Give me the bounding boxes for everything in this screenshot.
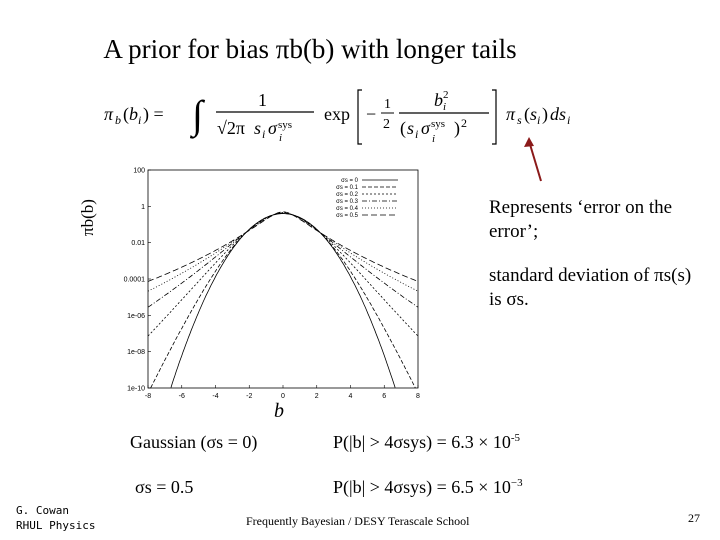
svg-text:2: 2 <box>383 117 390 132</box>
svg-text:) =: ) = <box>143 104 164 125</box>
x-tick-label: 4 <box>349 393 353 400</box>
svg-text:s: s <box>254 118 261 138</box>
svg-text:√2π: √2π <box>217 118 245 138</box>
x-tick-label: -4 <box>212 393 218 400</box>
author: G. Cowan RHUL Physics <box>16 503 95 533</box>
sigma-probability: P(|b| > 4σsys) = 6.5 × 10−3 <box>333 477 523 498</box>
svg-text:b: b <box>129 104 138 124</box>
prior-curve <box>170 213 396 388</box>
sigma-label: σs = 0.5 <box>135 477 194 497</box>
note-standard-deviation: standard deviation of πs(s) is σs. <box>489 265 692 310</box>
page-number: 27 <box>688 511 700 525</box>
y-tick-label: 1e-10 <box>127 386 145 393</box>
y-tick-label: 0.01 <box>131 240 145 247</box>
svg-text:i: i <box>443 101 446 113</box>
svg-text:b: b <box>115 113 121 127</box>
svg-text:sys: sys <box>278 119 292 131</box>
svg-text:σ: σ <box>421 118 431 138</box>
prior-plot: 100 1 0.01 0.0001 1e-06 1e-08 1e-10 -8 -6 -4 -2 0 2… <box>124 168 420 401</box>
y-axis-label: πb(b) <box>78 199 97 236</box>
svg-text:(: ( <box>524 104 530 125</box>
x-tick-label: -6 <box>179 393 185 400</box>
prior-curve <box>147 212 419 308</box>
x-axis-label: b <box>274 400 284 422</box>
gaussian-probability-exponent: -5 <box>510 432 521 444</box>
svg-text:b: b <box>434 90 443 110</box>
svg-text:i: i <box>537 113 540 127</box>
svg-text:2: 2 <box>461 116 467 130</box>
x-tick-label: 0 <box>281 393 285 400</box>
svg-text:π: π <box>104 104 114 124</box>
svg-text:π: π <box>506 104 516 124</box>
svg-text:): ) <box>454 118 460 139</box>
svg-text:i: i <box>415 127 418 141</box>
prior-curve <box>147 211 419 282</box>
legend-entry: σs = 0.3 <box>336 199 359 205</box>
svg-text:ds: ds <box>550 104 566 124</box>
x-tick-label: -8 <box>145 393 151 400</box>
legend-entry: σs = 0.4 <box>336 206 359 212</box>
prior-curve <box>147 211 419 292</box>
svg-text:s: s <box>407 118 414 138</box>
legend-entry: σs = 0.5 <box>336 213 359 219</box>
svg-text:s: s <box>530 104 537 124</box>
gaussian-probability-text: P(|b| > 4σsys) = 6.3 × 10 <box>333 432 511 452</box>
svg-text:): ) <box>542 104 548 125</box>
sigma-probability-exponent: −3 <box>510 477 523 489</box>
x-tick-label: 6 <box>382 393 386 400</box>
prior-formula: π b ( b i ) = ∫ 1 √2π s i σ sys i exp − … <box>104 89 570 145</box>
svg-text:exp: exp <box>324 104 350 124</box>
sigma-probability-text: P(|b| > 4σsys) = 6.5 × 10 <box>333 477 511 497</box>
y-tick-label: 1 <box>141 204 145 211</box>
svg-text:(: ( <box>400 118 406 139</box>
author-name: G. Cowan <box>16 504 69 517</box>
y-tick-label: 1e-06 <box>127 313 145 320</box>
prior-curve <box>147 212 419 337</box>
prior-curve <box>150 213 416 388</box>
y-tick-label: 0.0001 <box>124 277 146 284</box>
svg-text:i: i <box>567 113 570 127</box>
svg-text:(: ( <box>123 104 129 125</box>
note-error-on-error: Represents ‘error on the error’; <box>489 197 673 242</box>
legend-entry: σs = 0.2 <box>336 192 359 198</box>
slide-title: A prior for bias πb(b) with longer tails <box>103 34 517 64</box>
svg-text:sys: sys <box>431 118 445 130</box>
x-tick-label: 8 <box>416 393 420 400</box>
svg-text:∫: ∫ <box>189 92 206 139</box>
arrow-icon <box>524 137 542 182</box>
gaussian-probability: P(|b| > 4σsys) = 6.3 × 10-5 <box>333 432 520 453</box>
svg-text:i: i <box>279 132 282 144</box>
svg-text:σ: σ <box>268 118 278 138</box>
author-affiliation: RHUL Physics <box>16 519 96 532</box>
y-tick-label: 1e-08 <box>127 349 145 356</box>
svg-text:1: 1 <box>258 90 267 110</box>
svg-text:i: i <box>138 113 141 127</box>
x-tick-label: -2 <box>246 393 252 400</box>
y-tick-label: 100 <box>133 168 145 175</box>
svg-text:s: s <box>517 113 522 127</box>
x-tick-label: 2 <box>315 393 319 400</box>
svg-text:i: i <box>432 133 435 145</box>
svg-text:i: i <box>262 127 265 141</box>
legend-entry: σs = 0.1 <box>336 185 359 191</box>
footer-text: Frequently Bayesian / DESY Terascale Sch… <box>246 514 470 528</box>
svg-text:1: 1 <box>384 97 391 112</box>
svg-text:2: 2 <box>443 89 449 101</box>
svg-text:−: − <box>366 104 376 124</box>
legend-entry: σs = 0 <box>341 178 359 184</box>
gaussian-label: Gaussian (σs = 0) <box>130 432 258 452</box>
